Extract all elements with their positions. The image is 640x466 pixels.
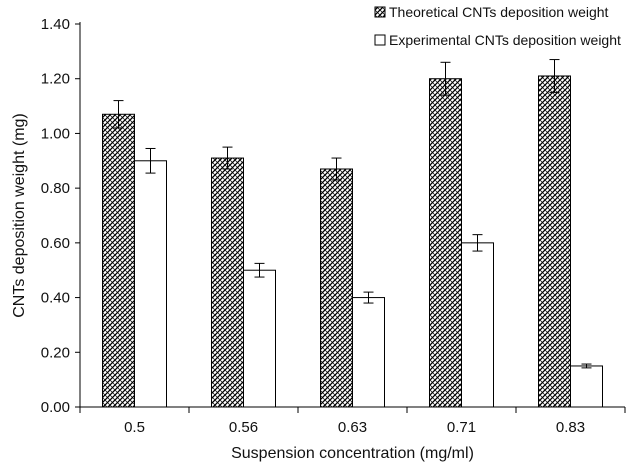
bar-theoretical [320, 168, 353, 408]
bar-theoretical [429, 78, 462, 408]
y-tick-label: 0.40 [41, 290, 70, 307]
x-tick-label: 0.71 [447, 419, 476, 436]
legend-swatch-theoretical [374, 6, 386, 18]
y-tick-label: 1.40 [41, 16, 70, 33]
y-tick-label: 1.20 [41, 71, 70, 88]
legend-label-experimental: Experimental CNTs deposition weight [389, 32, 621, 48]
x-tick-label: 0.56 [229, 419, 258, 436]
legend-swatch-experimental [374, 34, 386, 46]
y-tick-label: 1.00 [41, 125, 70, 142]
y-tick-label: 0.00 [41, 399, 70, 416]
bar-experimental [461, 242, 494, 408]
x-tick-label: 0.83 [556, 419, 585, 436]
x-tick-label: 0.63 [338, 419, 367, 436]
bar-theoretical [211, 157, 244, 408]
bar-experimental [243, 269, 276, 408]
legend-label-theoretical: Theoretical CNTs deposition weight [389, 4, 609, 20]
bar-experimental [570, 365, 603, 408]
y-tick-label: 0.20 [41, 344, 70, 361]
x-tick-label: 0.5 [124, 419, 145, 436]
y-tick-label: 0.60 [41, 235, 70, 252]
plot-area: 0.00 0.20 0.40 0.60 0.80 1.00 1.20 1.40 0.5 0.56 0… [11, 16, 626, 462]
y-axis-title: CNTs deposition weight (mg) [11, 113, 28, 318]
bar-theoretical [102, 113, 135, 408]
bar-experimental [352, 297, 385, 408]
bar-experimental [134, 160, 167, 408]
legend: Theoretical CNTs deposition weight Experi… [374, 4, 621, 48]
bar-theoretical [538, 75, 571, 408]
x-axis-title: Suspension concentration (mg/ml) [231, 445, 474, 462]
y-tick-label: 0.80 [41, 180, 70, 197]
